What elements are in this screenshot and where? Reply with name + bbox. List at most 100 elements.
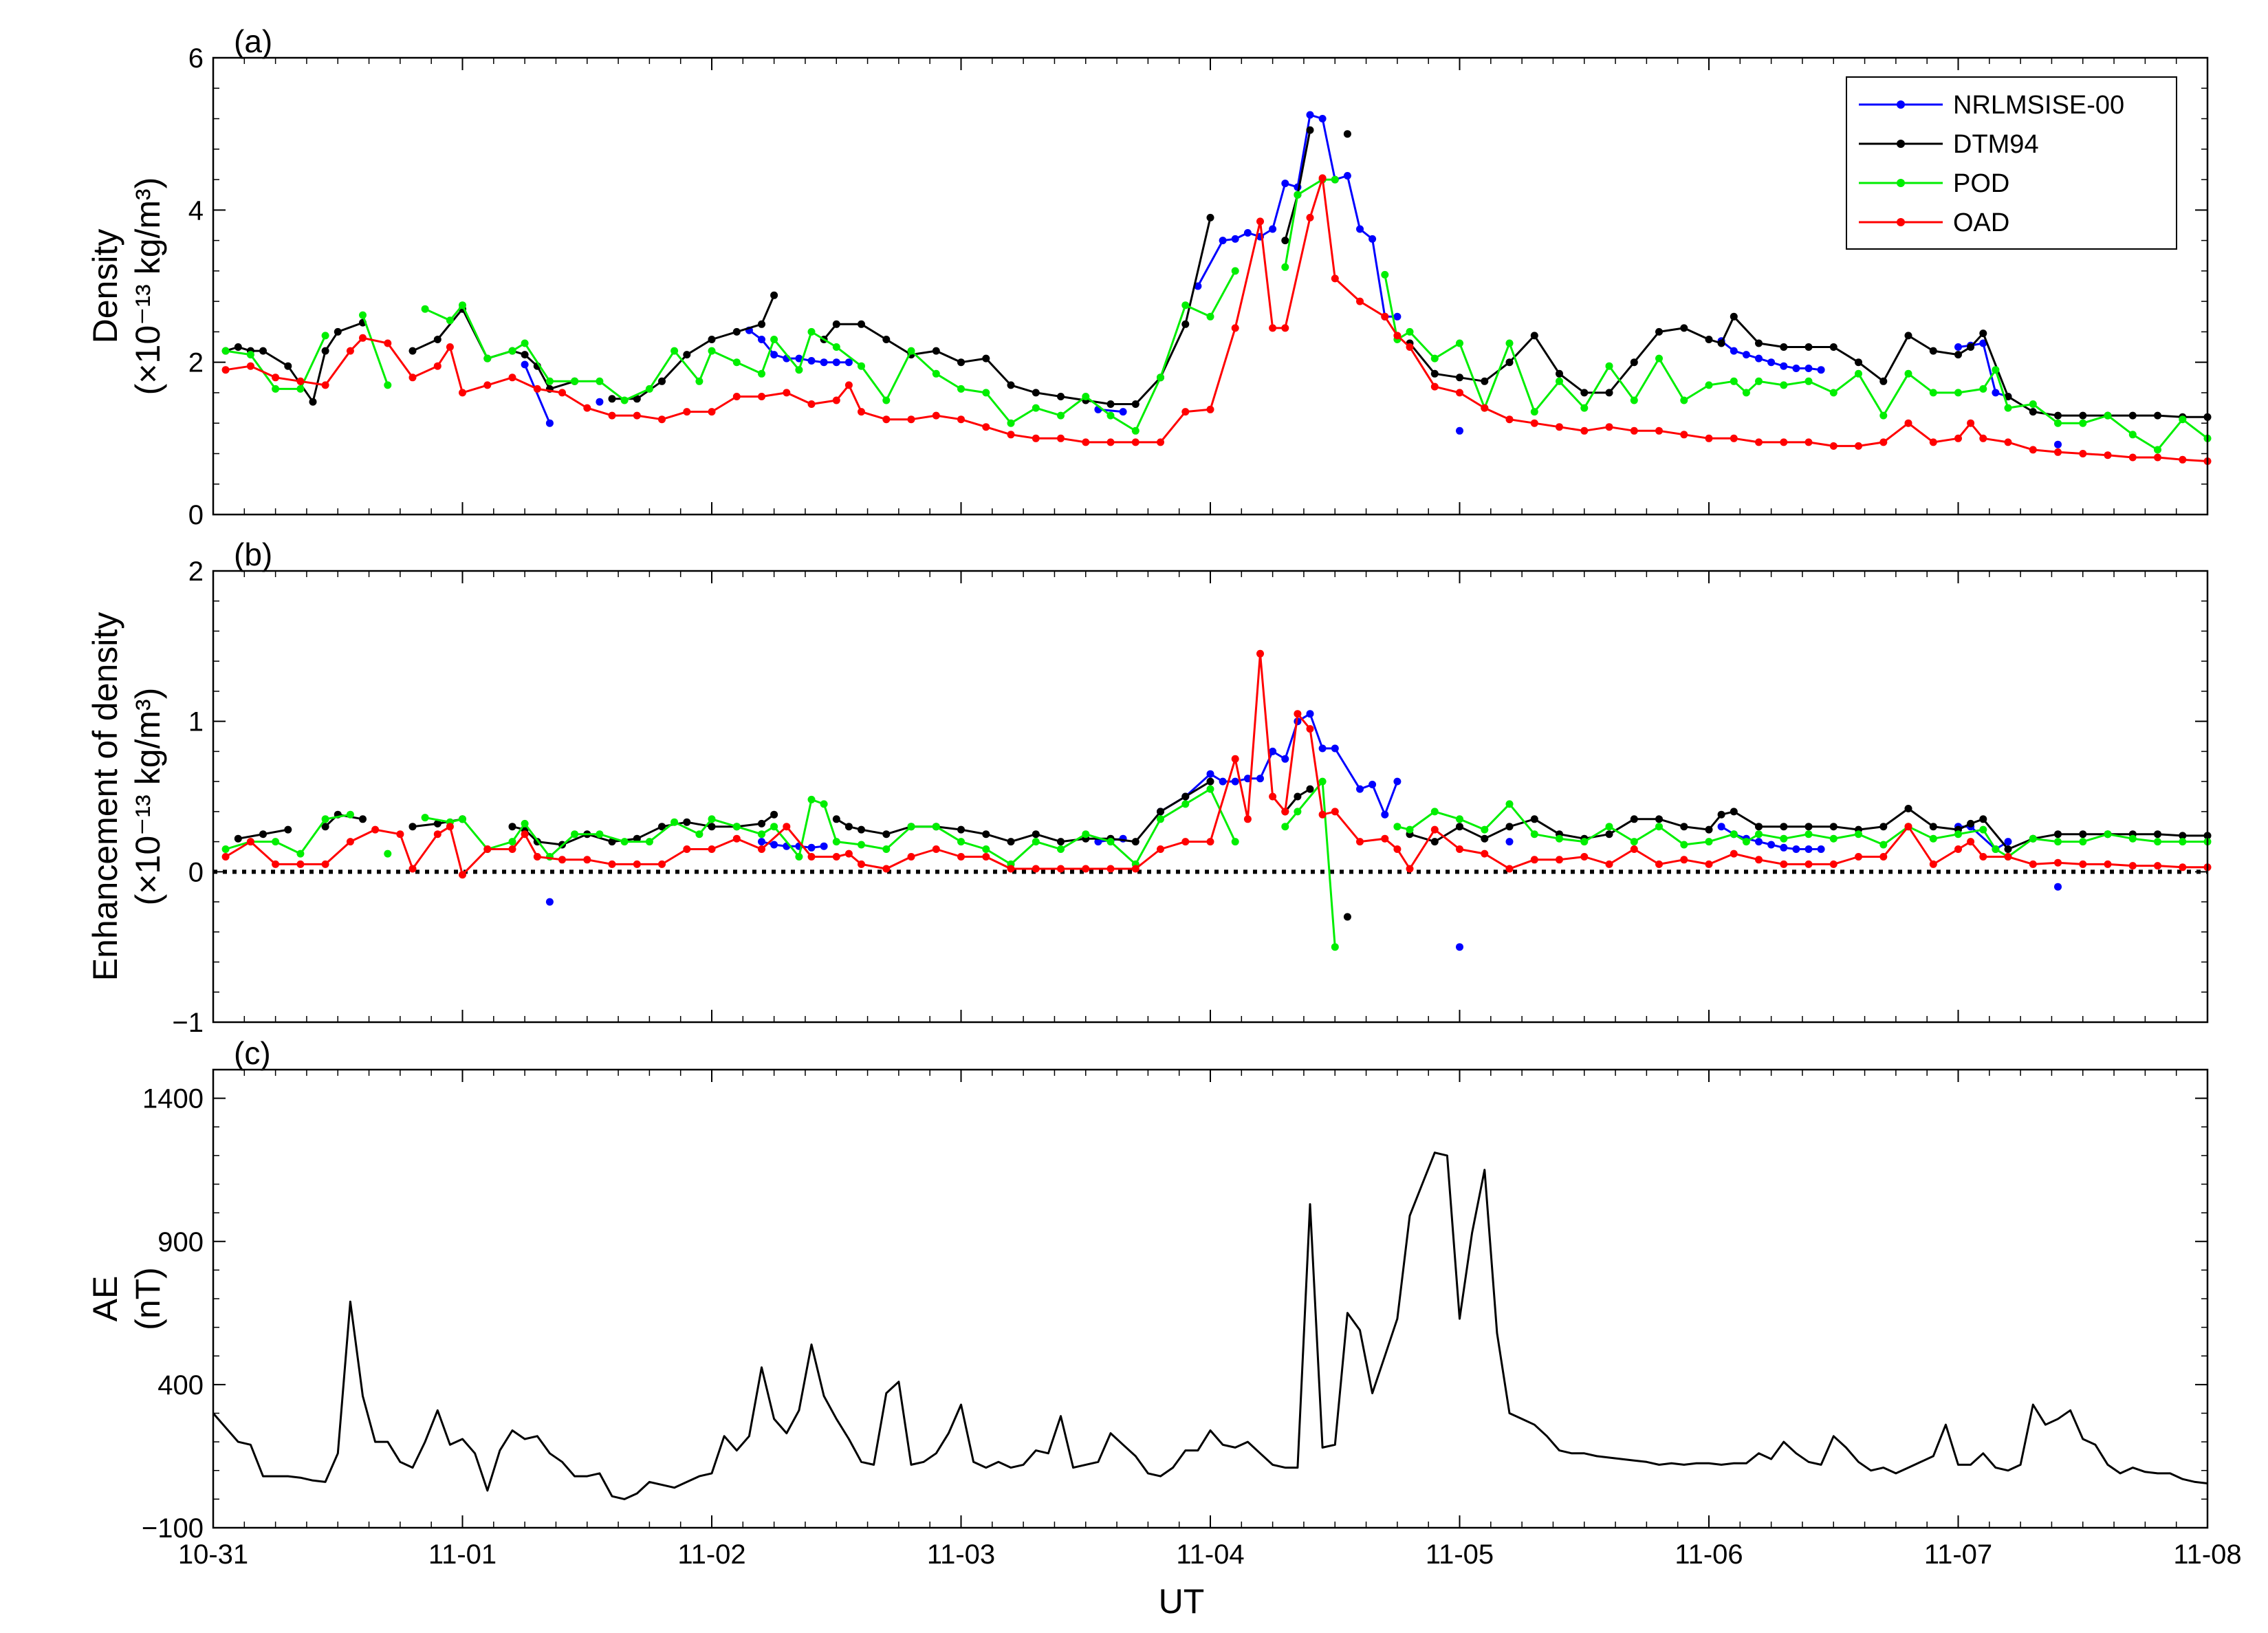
data-point-dtm94 [858, 320, 865, 328]
series-line-ae [212, 1151, 2208, 1500]
data-point-pod [1231, 838, 1239, 846]
data-point-pod [521, 339, 529, 347]
data-point-pod [1992, 845, 2000, 853]
data-point-nrlmsise-00 [521, 360, 529, 369]
data-point-pod [1057, 411, 1065, 420]
data-point-oad [533, 853, 541, 861]
data-point-dtm94 [1630, 358, 1638, 367]
data-point-dtm94 [1206, 213, 1214, 221]
data-point-nrlmsise-00 [1281, 180, 1289, 188]
panel-b-enhancement: −1 0 1 2 (b) Enhancement of density (×10⁻¹³ kg… [86, 537, 2212, 1038]
data-point-dtm94 [1717, 810, 1725, 819]
data-point-dtm94 [1755, 339, 1763, 347]
x-tick-label: 10-31 [178, 1539, 248, 1570]
data-point-nrlmsise-00 [1369, 781, 1377, 788]
data-point-pod [1456, 339, 1463, 347]
data-point-oad [1829, 442, 1838, 450]
legend-swatch-marker [1897, 218, 1905, 226]
data-point-oad [1106, 438, 1115, 446]
data-point-pod [1580, 404, 1589, 412]
data-point-oad [221, 366, 230, 374]
data-point-dtm94 [1717, 339, 1725, 347]
data-point-oad [583, 404, 591, 412]
data-point-pod [1556, 834, 1563, 843]
data-point-dtm94 [708, 336, 716, 343]
plot-background [213, 1070, 2207, 1528]
data-point-oad [658, 860, 666, 868]
data-point-oad [807, 853, 816, 861]
data-point-oad [1804, 438, 1813, 446]
data-point-dtm94 [1430, 369, 1439, 378]
data-point-oad [882, 865, 891, 873]
data-point-oad [758, 845, 765, 853]
data-point-pod [1505, 339, 1514, 347]
x-tick-label: 11-04 [1176, 1539, 1244, 1570]
data-point-dtm94 [1979, 329, 1987, 338]
data-point-oad [1780, 860, 1788, 868]
data-point-dtm94 [957, 358, 965, 367]
data-point-oad [1406, 343, 1414, 351]
legend-entry-label: POD [1953, 169, 2009, 198]
y-tick-label: 6 [188, 43, 204, 74]
x-tick-label: 11-03 [927, 1539, 995, 1570]
data-point-oad [296, 860, 305, 868]
data-point-dtm94 [608, 395, 616, 403]
data-point-oad [1580, 426, 1589, 435]
series-line-oad [225, 652, 2207, 876]
y-tick-label: 1 [188, 707, 204, 737]
data-point-nrlmsise-00 [1119, 408, 1127, 416]
data-point-oad [1430, 825, 1439, 834]
data-point-oad [1705, 434, 1713, 442]
data-point-pod [1855, 369, 1862, 378]
data-point-pod [1954, 389, 1962, 397]
data-point-oad [1580, 853, 1589, 861]
data-point-pod [1082, 830, 1090, 839]
data-point-oad [1730, 434, 1738, 442]
data-point-oad [1294, 710, 1302, 718]
data-point-dtm94 [770, 810, 778, 819]
data-point-oad [982, 423, 990, 431]
data-point-pod [1331, 175, 1339, 184]
data-point-dtm94 [1655, 815, 1663, 823]
legend-entry-label: NRLMSISE-00 [1953, 91, 2124, 120]
data-point-oad [1318, 174, 1327, 182]
data-point-oad [1032, 434, 1040, 442]
data-point-pod [982, 389, 990, 397]
data-point-dtm94 [932, 347, 940, 355]
data-point-pod [1406, 825, 1414, 834]
data-point-pod [620, 396, 629, 404]
data-point-oad [1904, 823, 1912, 831]
data-point-oad [1456, 389, 1463, 397]
data-point-oad [982, 853, 990, 861]
data-point-nrlmsise-00 [1792, 845, 1800, 853]
data-point-pod [1992, 366, 2000, 374]
data-point-oad [371, 825, 380, 834]
data-point-oad [907, 415, 915, 424]
data-point-pod [1954, 830, 1962, 839]
data-point-dtm94 [1605, 389, 1613, 397]
data-point-dtm94 [1879, 377, 1888, 385]
data-point-pod [2128, 431, 2137, 439]
data-point-pod [1381, 270, 1389, 279]
data-point-pod [1755, 830, 1763, 839]
data-point-oad [907, 853, 915, 861]
data-point-oad [1967, 419, 1975, 427]
data-point-pod [421, 305, 429, 313]
data-point-pod [907, 823, 915, 831]
data-point-nrlmsise-00 [1231, 235, 1239, 243]
data-point-oad [2179, 863, 2187, 872]
data-point-oad [732, 834, 741, 843]
data-point-pod [1780, 381, 1788, 389]
data-point-nrlmsise-00 [844, 358, 853, 367]
data-point-nrlmsise-00 [1393, 777, 1402, 786]
plot-frame [212, 570, 2209, 1024]
data-point-dtm94 [770, 291, 778, 299]
data-point-oad [1381, 834, 1389, 843]
data-point-pod [1979, 825, 1987, 834]
x-tick-label: 11-02 [677, 1539, 745, 1570]
data-point-dtm94 [1804, 343, 1813, 351]
data-point-pod [1879, 841, 1888, 849]
data-point-dtm94 [1630, 815, 1638, 823]
data-point-pod [2079, 419, 2087, 427]
data-point-oad [1456, 845, 1463, 853]
